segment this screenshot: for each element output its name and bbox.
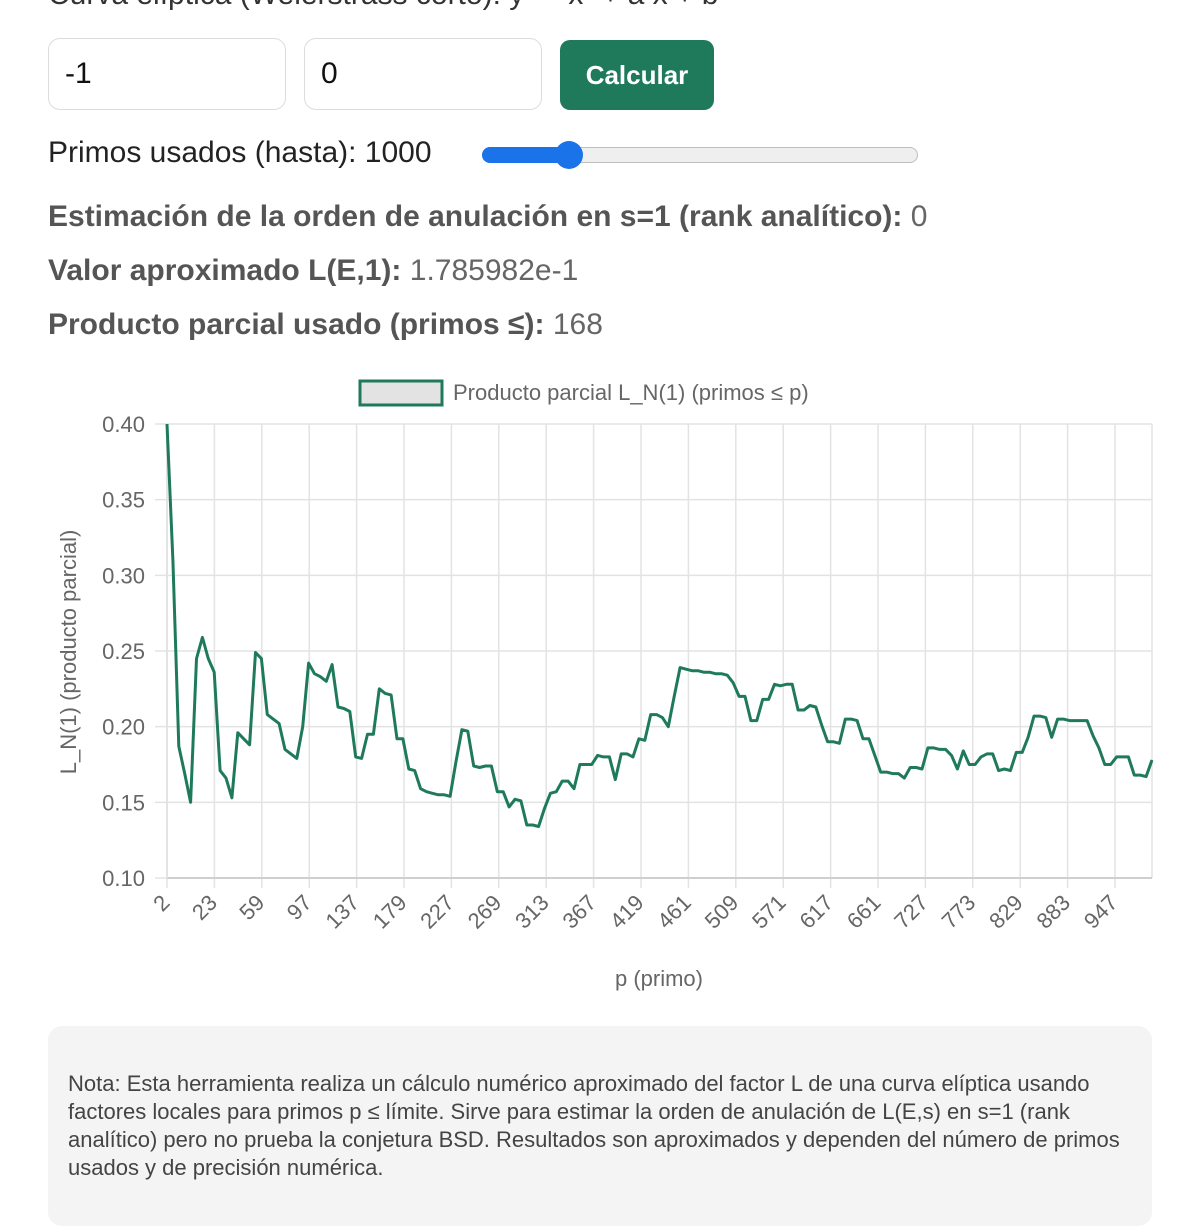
y-tick-label: 0.10 xyxy=(102,866,145,891)
result-rank-value: 0 xyxy=(910,200,928,233)
y-tick-label: 0.25 xyxy=(102,639,145,664)
partial-product-chart: Producto parcial L_N(1) (primos ≤ p) 0.4… xyxy=(56,379,1154,991)
x-tick-label: 313 xyxy=(510,890,554,934)
primes-slider-label: Primos usados (hasta): 1000 xyxy=(48,136,432,169)
result-l-value-label: Valor aproximado L(E,1): xyxy=(48,254,402,287)
x-tick-label: 883 xyxy=(1031,890,1075,934)
chart-axes: 0.40 0.35 0.30 0.25 0.20 0.15 0.102 23 59 97 137 17… xyxy=(102,412,1152,933)
result-l-value: Valor aproximado L(E,1): 1.785982e-1 xyxy=(48,254,578,288)
page-title: Curva elíptica (Weierstrass corto): y² =… xyxy=(48,0,719,12)
series-line xyxy=(165,423,1154,828)
x-tick-label: 571 xyxy=(747,890,791,934)
x-tick-label: 59 xyxy=(234,890,269,925)
y-tick-label: 0.20 xyxy=(102,715,145,740)
result-partial-product-label: Producto parcial usado (primos ≤): xyxy=(48,308,545,341)
y-tick-label: 0.15 xyxy=(102,790,145,815)
x-tick-label: 829 xyxy=(984,890,1028,934)
x-tick-label: 227 xyxy=(415,890,459,934)
result-partial-product: Producto parcial usado (primos ≤): 168 xyxy=(48,308,603,342)
x-tick-label: 2 xyxy=(148,890,174,916)
result-l-value-value: 1.785982e-1 xyxy=(409,254,579,287)
result-partial-product-value: 168 xyxy=(552,308,603,341)
disclaimer-note: Nota: Esta herramienta realiza un cálcul… xyxy=(48,1026,1152,1226)
b-coefficient-input[interactable] xyxy=(304,38,542,110)
x-axis-title: p (primo) xyxy=(615,966,703,991)
primes-slider[interactable] xyxy=(482,141,918,169)
result-rank-label: Estimación de la orden de anulación en s… xyxy=(48,200,903,233)
y-tick-label: 0.30 xyxy=(102,563,145,588)
chart-grid xyxy=(155,423,1153,888)
legend-label[interactable]: Producto parcial L_N(1) (primos ≤ p) xyxy=(453,380,809,405)
x-tick-label: 23 xyxy=(187,890,222,925)
a-coefficient-input[interactable] xyxy=(48,38,286,110)
x-tick-label: 97 xyxy=(282,890,317,925)
slider-thumb[interactable] xyxy=(555,141,584,169)
result-rank: Estimación de la orden de anulación en s… xyxy=(48,200,927,234)
calculate-button[interactable]: Calcular xyxy=(560,40,714,110)
legend-swatch[interactable] xyxy=(358,379,444,407)
x-tick-label: 137 xyxy=(320,890,364,934)
x-tick-label: 419 xyxy=(605,890,649,934)
x-tick-label: 947 xyxy=(1079,890,1123,934)
x-tick-label: 617 xyxy=(794,890,838,934)
x-tick-label: 773 xyxy=(937,890,981,934)
slider-fill xyxy=(482,147,570,163)
x-tick-label: 269 xyxy=(463,890,507,934)
x-tick-label: 179 xyxy=(368,890,412,934)
y-tick-label: 0.35 xyxy=(102,488,145,513)
x-tick-label: 661 xyxy=(842,890,886,934)
x-tick-label: 509 xyxy=(700,890,744,934)
y-tick-label: 0.40 xyxy=(102,412,145,437)
x-tick-label: 461 xyxy=(652,890,696,934)
y-axis-title: L_N(1) (producto parcial) xyxy=(56,530,81,775)
x-tick-label: 367 xyxy=(557,890,601,934)
x-tick-label: 727 xyxy=(889,890,933,934)
